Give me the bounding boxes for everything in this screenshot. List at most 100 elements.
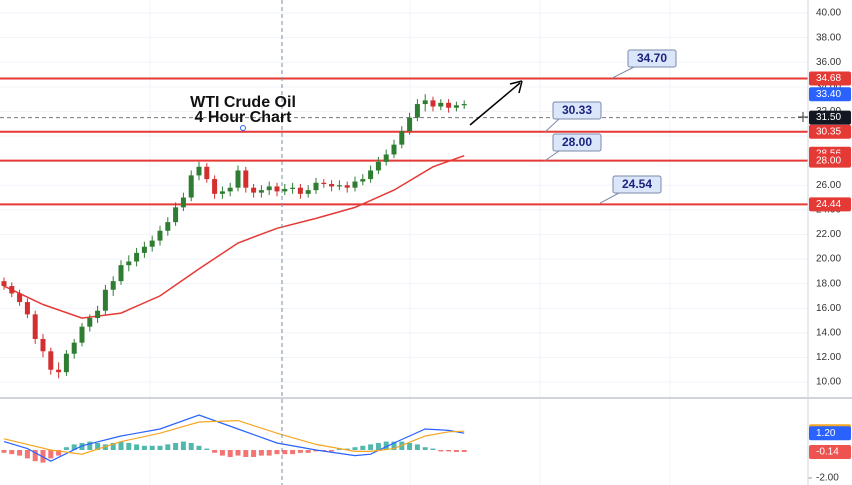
macd-histogram-bar xyxy=(438,449,444,452)
macd-histogram-bar xyxy=(17,449,23,456)
y-tick-label: 22.00 xyxy=(816,229,841,240)
candle-body xyxy=(297,187,303,194)
candle-body xyxy=(235,170,241,188)
candle-body xyxy=(290,187,296,189)
candle-body xyxy=(141,246,147,253)
price-tag xyxy=(809,110,851,125)
candle-body xyxy=(251,187,257,193)
candle-body xyxy=(126,261,132,266)
candle-body xyxy=(368,170,374,180)
candle-body xyxy=(157,230,163,241)
macd-histogram-bar xyxy=(391,441,397,450)
macd-histogram-bar xyxy=(157,445,163,450)
candle-body xyxy=(391,144,397,155)
price-tag-label: 34.68 xyxy=(816,73,841,84)
macd-histogram-bar xyxy=(407,442,413,450)
macd-histogram-bar xyxy=(9,449,15,455)
candle-body xyxy=(118,265,124,282)
y-tick-label: 36.00 xyxy=(816,57,841,68)
candle-body xyxy=(461,104,467,106)
candle-body xyxy=(1,281,7,287)
callout-box xyxy=(552,133,602,152)
macd-histogram-bar xyxy=(352,447,358,450)
macd-histogram-bar xyxy=(368,444,374,450)
macd-histogram-bar xyxy=(305,449,311,453)
macd-histogram-bar xyxy=(336,448,342,450)
callout-pointer xyxy=(544,150,560,162)
candle-body xyxy=(63,353,69,373)
crosshair-plus xyxy=(798,112,808,122)
candle-body xyxy=(149,240,155,247)
candle-body xyxy=(40,338,46,352)
candle-body xyxy=(24,302,30,315)
candle-body xyxy=(17,293,23,303)
macd-histogram-bar xyxy=(212,449,218,453)
macd-histogram-bar xyxy=(227,449,233,457)
candle-body xyxy=(453,105,459,108)
macd-histogram-bar xyxy=(141,445,147,450)
candle-body xyxy=(196,166,202,176)
callout-label: 30.33 xyxy=(562,103,592,117)
callout-box xyxy=(627,49,677,68)
price-tag xyxy=(809,71,851,86)
candle-body xyxy=(48,351,54,370)
candle-body xyxy=(274,186,280,192)
candle-body xyxy=(56,369,62,373)
y-tick-label: 16.00 xyxy=(816,303,841,314)
candle-body xyxy=(360,179,366,182)
macd-histogram-bar xyxy=(274,449,280,455)
macd-histogram-bar xyxy=(243,449,249,457)
macd-histogram-bar xyxy=(196,445,202,450)
macd-histogram-bar xyxy=(313,449,319,452)
macd-histogram-bar xyxy=(1,449,7,453)
macd-histogram-bar xyxy=(235,449,241,456)
price-tag-label: 31.50 xyxy=(816,112,841,123)
candle-body xyxy=(313,182,319,191)
candle-body xyxy=(32,314,38,339)
macd-histogram-bar xyxy=(344,448,350,450)
candle-body xyxy=(79,326,85,343)
price-tag xyxy=(809,426,851,441)
candle-body xyxy=(414,104,420,118)
price-tag-label: 1.20 xyxy=(816,428,836,439)
y-tick-label: 34.00 xyxy=(816,81,841,92)
macd-histogram-bar xyxy=(79,442,85,450)
candle-body xyxy=(446,102,452,108)
signal-line xyxy=(3,419,465,455)
callout-label: 24.54 xyxy=(622,177,652,191)
y-tick-label: 10.00 xyxy=(816,377,841,388)
macd-histogram-bar xyxy=(188,442,194,450)
y-tick-label: 26.00 xyxy=(816,180,841,191)
y-tick-label: 38.00 xyxy=(816,32,841,43)
chart-title: WTI Crude Oil xyxy=(190,94,296,111)
candle-body xyxy=(212,179,218,194)
candle-body xyxy=(438,102,444,107)
macd-histogram-bar xyxy=(149,445,155,450)
callout-box xyxy=(552,101,602,120)
macd-histogram-bar xyxy=(453,449,459,452)
candle-body xyxy=(383,154,389,162)
candle-body xyxy=(321,182,327,184)
macd-histogram-bar xyxy=(329,449,335,452)
y-tick-label: 12.00 xyxy=(816,352,841,363)
price-tag xyxy=(809,197,851,212)
callout-label: 28.00 xyxy=(562,135,592,149)
macd-histogram-bar xyxy=(383,441,389,450)
macd-histogram-bar xyxy=(126,442,132,450)
macd-histogram-bar xyxy=(95,442,101,450)
candle-body xyxy=(258,190,264,193)
macd-histogram-bar xyxy=(290,449,296,455)
candle-body xyxy=(9,286,15,294)
candle-body xyxy=(399,131,405,145)
candle-body xyxy=(165,222,171,231)
candle-body xyxy=(110,281,116,290)
macd-histogram-bar xyxy=(266,449,272,456)
macd-histogram-bar xyxy=(430,448,436,450)
price-tag xyxy=(809,444,851,459)
macd-histogram-bar xyxy=(414,444,420,450)
macd-histogram-bar xyxy=(251,449,257,457)
anchor-point xyxy=(240,125,246,131)
candle-body xyxy=(336,185,342,187)
moving-average xyxy=(3,154,465,319)
macd-histogram-bar xyxy=(110,442,116,450)
